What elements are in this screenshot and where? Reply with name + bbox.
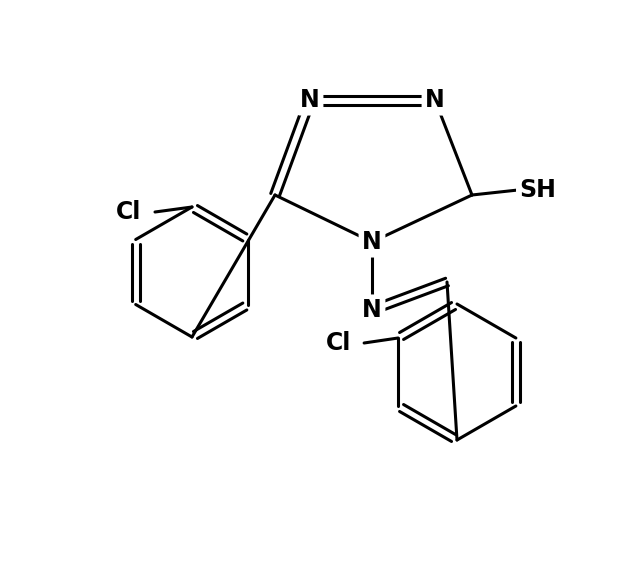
- Text: N: N: [300, 88, 320, 112]
- Text: Cl: Cl: [116, 200, 141, 224]
- Text: N: N: [425, 88, 445, 112]
- Text: Cl: Cl: [325, 331, 351, 355]
- Text: SH: SH: [520, 178, 556, 202]
- Text: N: N: [362, 298, 382, 322]
- Text: N: N: [362, 230, 382, 254]
